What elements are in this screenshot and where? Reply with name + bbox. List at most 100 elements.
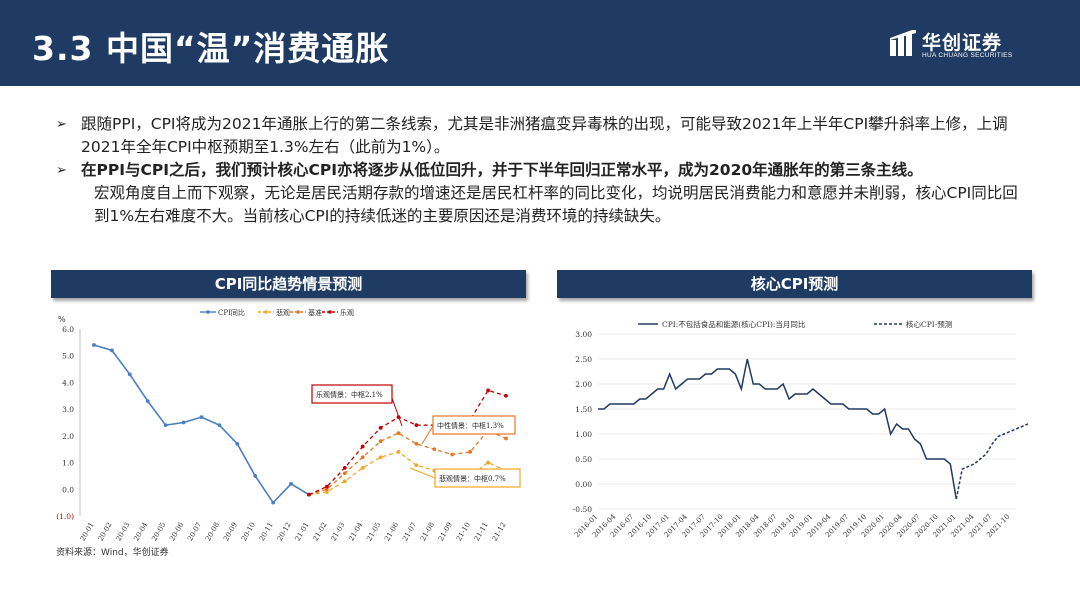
data-point — [414, 423, 419, 428]
x-tick-label: 20-04 — [132, 521, 149, 542]
x-tick-label: 20-11 — [258, 521, 275, 542]
y-tick-label: 1.0 — [62, 459, 74, 468]
arrow-bullet-icon: ➢ — [56, 163, 67, 178]
legend-label: 悲观 — [276, 308, 290, 317]
data-point — [360, 455, 365, 460]
annotation-box — [432, 415, 516, 435]
right-panel-title: 核心CPI预测 — [557, 270, 1032, 298]
data-point — [127, 372, 132, 377]
x-tick-label: 20-09 — [222, 521, 239, 542]
page-title: 3.3 中国“温”消费通胀 — [32, 29, 390, 68]
y-tick-label: 4.0 — [62, 378, 74, 387]
x-tick-label: 21-02 — [312, 521, 329, 542]
bullet-item: ➢ 在PPI与CPI之后，我们预计核心CPI亦将逐步从低位回升，并于下半年回归正… — [56, 159, 1026, 182]
body-paragraph: 宏观角度自上而下观察，无论是居民活期存款的增速还是居民杠杆率的同比变化，均说明居… — [94, 184, 1018, 225]
data-point — [145, 399, 150, 404]
data-point — [289, 482, 293, 486]
data-point — [92, 343, 96, 347]
annotation-leader — [391, 397, 403, 427]
legend-label: 基准 — [308, 308, 322, 317]
data-point — [110, 348, 114, 353]
data-point — [414, 463, 419, 468]
data-point — [360, 444, 365, 449]
data-point — [324, 484, 329, 489]
bullet-text: 在PPI与CPI之后，我们预计核心CPI亦将逐步从低位回升，并于下半年回归正常水… — [81, 161, 923, 179]
y-tick-label: 0.00 — [575, 480, 592, 489]
data-point — [396, 449, 401, 454]
x-tick-label: 21-09 — [437, 521, 454, 542]
x-tick-label: 20-07 — [186, 521, 203, 542]
legend-label: 乐观 — [340, 308, 354, 317]
series-line — [955, 423, 1029, 500]
data-point — [342, 471, 347, 476]
left-panel-title: CPI同比趋势情景预测 — [51, 270, 526, 298]
logo-english: HUA CHUANG SECURITIES — [922, 52, 1013, 59]
y-tick-label: 6.0 — [62, 325, 74, 334]
x-tick-label: 21-06 — [383, 521, 400, 542]
x-tick-label: 21-12 — [491, 521, 508, 542]
legend-marker — [264, 310, 268, 314]
data-point — [307, 492, 311, 497]
y-tick-label: 2.50 — [575, 355, 592, 364]
series-line — [308, 389, 507, 496]
data-point — [360, 466, 365, 470]
x-tick-label: 20-06 — [168, 521, 185, 542]
data-point — [378, 425, 383, 430]
source-note: 资料来源：Wind，华创证券 — [56, 548, 169, 558]
series-line — [308, 429, 507, 496]
data-point — [378, 439, 383, 444]
data-point — [432, 447, 437, 452]
series-line — [598, 358, 958, 500]
core-cpi-chart: -0.500.000.501.001.502.002.503.002016-01… — [573, 319, 1029, 539]
series-line — [93, 344, 310, 504]
annotation-label: 悲观情景：中枢0.7% — [439, 474, 506, 483]
data-point — [414, 441, 419, 446]
y-tick-label: 3.00 — [575, 330, 592, 339]
y-tick-label: 0.0 — [62, 485, 74, 494]
data-point — [217, 423, 222, 428]
annotation-leader — [409, 467, 436, 479]
data-point — [271, 500, 276, 505]
x-tick-label: 20-10 — [240, 521, 257, 542]
x-tick-label: 21-10 — [455, 521, 472, 542]
legend-label: CPI:不包括食品和能源(核心CPI):当月同比 — [662, 319, 806, 329]
annotation-box — [311, 384, 393, 404]
data-point — [235, 441, 240, 446]
x-tick-label: 21-07 — [401, 521, 418, 542]
data-point — [253, 474, 258, 478]
legend-marker — [206, 310, 210, 314]
x-tick-label: 21-11 — [473, 521, 490, 542]
x-tick-label: 21-01 — [294, 521, 311, 542]
x-tick-label: 20-05 — [150, 521, 167, 542]
data-point — [199, 415, 204, 420]
x-tick-label: 21-03 — [329, 521, 346, 542]
data-point — [342, 479, 347, 484]
y-tick-label: 2.0 — [62, 432, 74, 441]
logo-chinese: 华创证券 — [922, 32, 1003, 54]
bullet-list: ➢ 跟随PPI，CPI将成为2021年通胀上行的第二条线索，尤其是非洲猪瘟变异毒… — [56, 113, 1026, 228]
arrow-bullet-icon: ➢ — [56, 117, 67, 132]
legend-label: CPI同比 — [218, 308, 245, 317]
x-tick-label: 20-03 — [115, 521, 132, 542]
legend-label: 核心CPI-预测 — [906, 319, 952, 329]
y-tick-label: -0.50 — [573, 505, 592, 514]
y-tick-label: 1.50 — [575, 405, 592, 414]
x-tick-label: 20-12 — [276, 521, 293, 542]
data-point — [181, 420, 186, 425]
annotation-leader — [421, 425, 434, 445]
y-tick-label: 0.50 — [575, 455, 592, 464]
y-tick-label: 1.00 — [575, 430, 592, 439]
x-tick-label: 21-05 — [365, 521, 382, 542]
y-axis-unit: % — [58, 315, 66, 324]
x-tick-label: 20-01 — [79, 521, 96, 542]
y-tick-label: 2.00 — [575, 380, 592, 389]
annotation-label: 乐观情景：中枢2.1% — [316, 390, 383, 399]
cpi-scenario-chart: %(1.0)0.01.02.03.04.05.06.020-01 20-02 20-… — [56, 308, 521, 542]
bullet-text: 跟随PPI，CPI将成为2021年通胀上行的第二条线索，尤其是非洲猪瘟变异毒株的… — [81, 115, 1008, 156]
brand-logo: 华创证券 HUA CHUANG SECURITIES — [890, 28, 1040, 62]
data-point — [504, 393, 508, 398]
data-point — [396, 431, 401, 436]
data-point — [486, 388, 490, 393]
data-point — [324, 487, 329, 492]
data-point — [324, 490, 329, 494]
